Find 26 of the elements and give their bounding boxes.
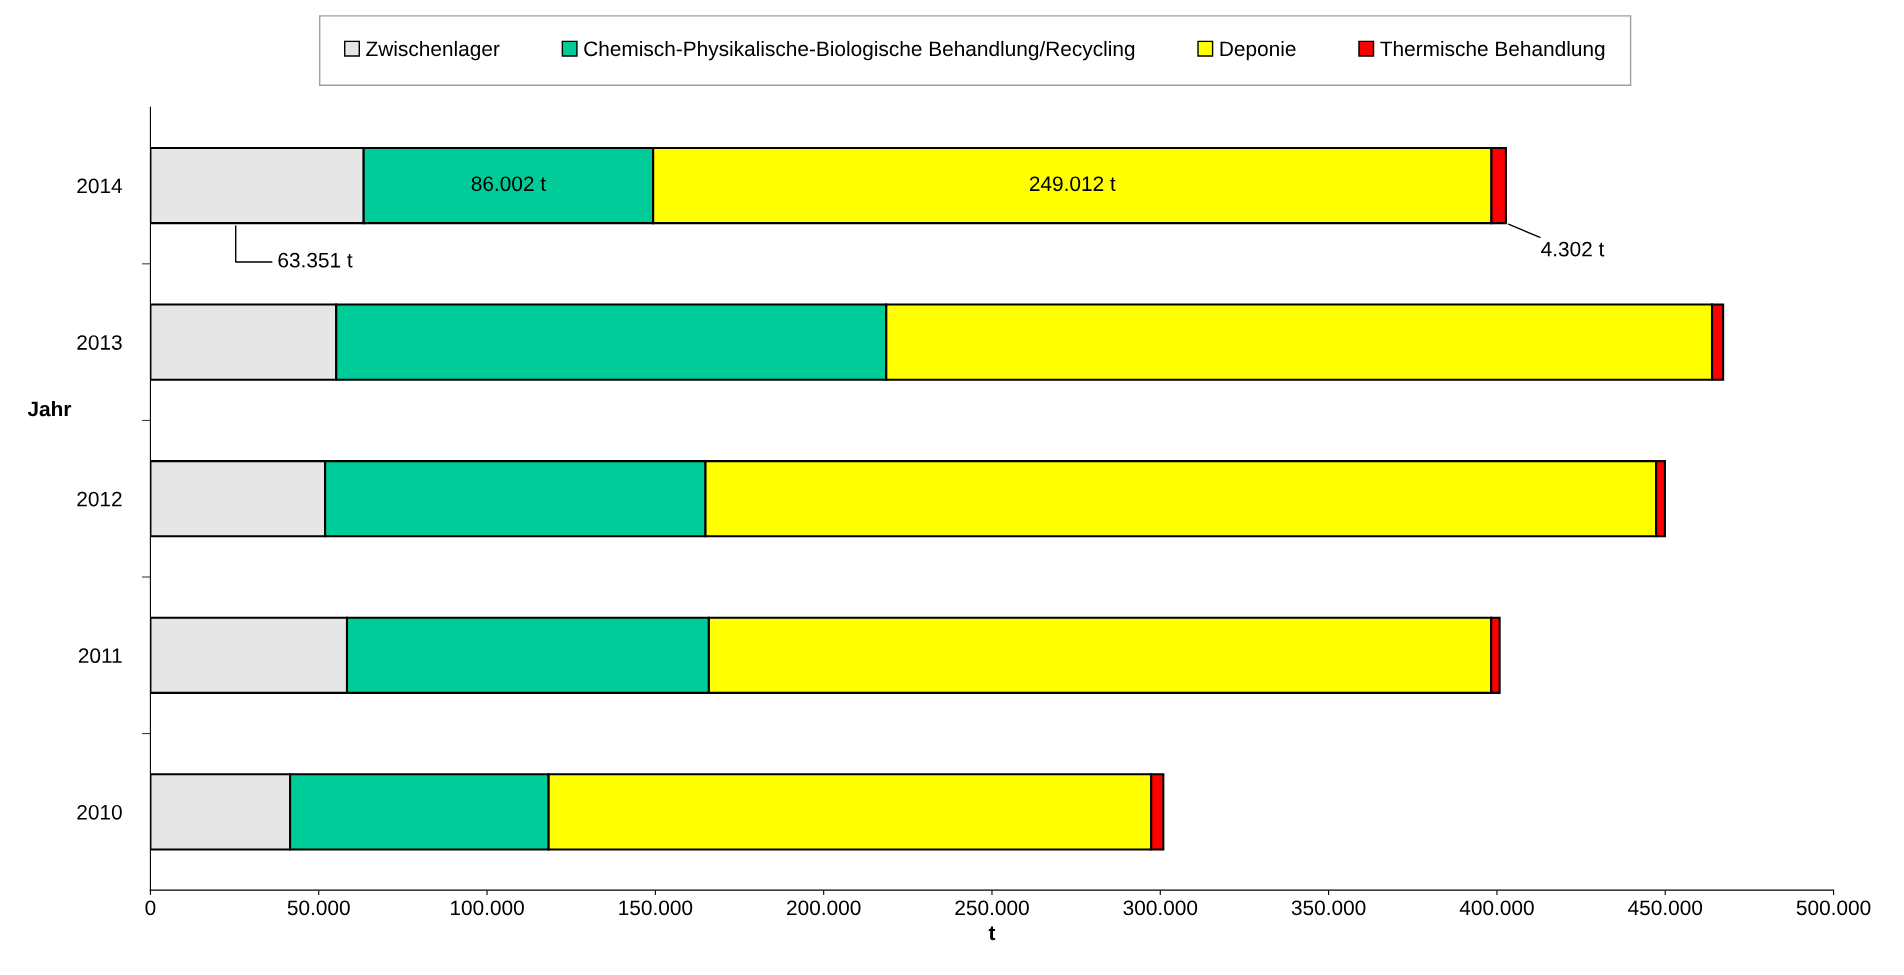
data-label: 4.302 t xyxy=(1541,241,1605,257)
x-tick-label: 400.000 xyxy=(1459,900,1534,916)
x-axis-title: t xyxy=(988,926,996,941)
y-tick-label: 2014 xyxy=(77,178,123,194)
x-tick-label: 250.000 xyxy=(955,900,1029,916)
legend-label: Zwischenlager xyxy=(366,40,500,61)
x-tick-label: 500.000 xyxy=(1796,900,1871,916)
y-tick-label: 2010 xyxy=(77,804,122,820)
x-tick-label: 50.000 xyxy=(287,900,350,916)
y-tick-label: 2012 xyxy=(77,491,122,507)
legend-label: Thermische Behandlung xyxy=(1380,40,1605,61)
y-tick-label: 2011 xyxy=(78,648,122,664)
x-tick-label: 150.000 xyxy=(619,900,693,916)
x-tick-label: 0 xyxy=(145,900,156,916)
x-tick-label: 100.000 xyxy=(450,900,524,916)
data-label: 86.002 t xyxy=(471,176,546,192)
y-axis-title: Jahr xyxy=(27,401,72,417)
data-label: 63.351 t xyxy=(278,252,353,268)
x-tick-label: 300.000 xyxy=(1123,900,1198,916)
legend-label: Deponie xyxy=(1220,40,1296,61)
data-label: 249.012 t xyxy=(1029,176,1116,192)
y-tick-label: 2013 xyxy=(77,335,122,350)
x-tick-label: 200.000 xyxy=(787,900,861,916)
x-tick-label: 350.000 xyxy=(1291,900,1366,916)
x-tick-label: 450.000 xyxy=(1628,900,1703,916)
legend-label: Chemisch-Physikalische-Biologische Behandlung/Recycling xyxy=(584,40,1135,61)
